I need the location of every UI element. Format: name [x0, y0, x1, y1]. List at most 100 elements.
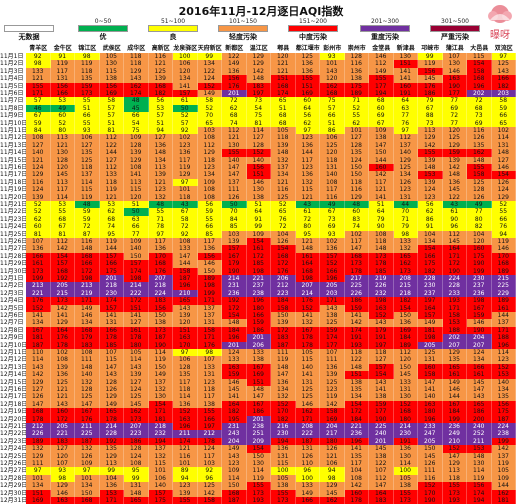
heatmap-cell: 221 [50, 430, 75, 438]
heatmap-cell: 105 [124, 349, 149, 357]
heatmap-cell: 134 [344, 393, 369, 401]
heatmap-cell: 196 [491, 341, 516, 349]
heatmap-cell: 50 [124, 208, 149, 216]
heatmap-cell: 99 [124, 474, 149, 483]
heatmap-cell: 240 [369, 430, 394, 438]
heatmap-cell: 69 [369, 112, 394, 120]
heatmap-cell: 127 [246, 134, 271, 142]
heatmap-cell: 52 [173, 112, 198, 120]
heatmap-cell: 77 [124, 230, 149, 238]
heatmap-cell: 71 [148, 215, 173, 224]
heatmap-cell: 80 [295, 223, 320, 231]
heatmap-cell: 119 [99, 238, 124, 246]
heatmap-cell: 143 [320, 67, 345, 76]
legend-swatch [148, 25, 198, 32]
heatmap-cell: 79 [393, 223, 418, 231]
heatmap-cell: 95 [99, 230, 124, 238]
heatmap-cell: 131 [320, 164, 345, 172]
heatmap-cell: 105 [99, 53, 124, 61]
heatmap-cell: 153 [418, 171, 443, 179]
heatmap-cell: 65 [491, 119, 516, 127]
heatmap-cell: 112 [393, 134, 418, 142]
heatmap-cell: 180 [393, 415, 418, 423]
heatmap-cell: 176 [222, 82, 247, 90]
heatmap-cell: 139 [222, 238, 247, 246]
heatmap-cell: 148 [467, 156, 492, 164]
heatmap-cell: 145 [393, 371, 418, 379]
heatmap-cell: 131 [393, 386, 418, 394]
heatmap-cell: 118 [369, 349, 394, 357]
heatmap-cell: 97 [75, 467, 100, 475]
heatmap-cell: 139 [148, 75, 173, 83]
column-header: 双流区 [494, 45, 513, 52]
heatmap-cell: 124 [124, 452, 149, 460]
heatmap-cell: 140 [418, 393, 443, 401]
heatmap-cell: 51 [124, 201, 149, 209]
heatmap-cell: 168 [75, 252, 100, 261]
heatmap-cell: 119 [173, 164, 198, 172]
heatmap-cell: 191 [393, 437, 418, 446]
heatmap-cell: 102 [50, 349, 75, 357]
heatmap-cell: 199 [26, 275, 51, 283]
heatmap-cell: 236 [222, 289, 247, 298]
row-label: 12月1日 [0, 275, 24, 282]
heatmap-cell: 129 [491, 193, 516, 201]
row-label: 12月5日 [0, 304, 24, 312]
heatmap-cell: 65 [271, 97, 296, 105]
heatmap-cell: 198 [197, 282, 222, 290]
heatmap-cell: 199 [491, 437, 516, 446]
heatmap-cell: 141 [26, 312, 51, 320]
heatmap-cell: 111 [75, 356, 100, 364]
heatmap-cell: 237 [467, 282, 492, 290]
heatmap-cell: 161 [467, 371, 492, 379]
heatmap-cell: 184 [393, 334, 418, 342]
heatmap-cell: 151 [393, 60, 418, 68]
heatmap-cell: 147 [418, 378, 443, 386]
heatmap-cell: 150 [393, 312, 418, 320]
column-header: 新津县 [396, 45, 415, 52]
legend-label: 良 [169, 33, 177, 41]
heatmap-cell: 115 [295, 186, 320, 194]
heatmap-cell: 129 [393, 156, 418, 164]
heatmap-cell: 114 [393, 460, 418, 468]
heatmap-cell: 123 [320, 386, 345, 394]
heatmap-cell: 121 [148, 178, 173, 187]
column-header: 锦江区 [78, 45, 97, 52]
row-label: 12月13日 [0, 363, 26, 371]
heatmap-cell: 81 [50, 230, 75, 238]
heatmap-cell: 195 [222, 415, 247, 423]
heatmap-cell: 56 [418, 201, 443, 209]
heatmap-cell: 236 [344, 430, 369, 438]
row-label: 11月2日 [0, 60, 24, 68]
heatmap-cell: 131 [295, 378, 320, 386]
heatmap-cell: 119 [246, 474, 271, 483]
heatmap-cell: 143 [173, 304, 198, 312]
heatmap-cell: 185 [369, 267, 394, 275]
heatmap-cell: 152 [271, 400, 296, 409]
heatmap-cell: 144 [99, 149, 124, 157]
heatmap-cell: 118 [369, 238, 394, 246]
heatmap-cell: 127 [124, 319, 149, 327]
heatmap-cell: 168 [491, 260, 516, 268]
heatmap-cell: 168 [148, 82, 173, 90]
heatmap-cell: 62 [222, 104, 247, 113]
heatmap-cell: 48 [344, 201, 369, 209]
heatmap-cell: 147 [271, 371, 296, 379]
heatmap-cell: 167 [295, 326, 320, 335]
heatmap-cell: 81 [246, 119, 271, 127]
heatmap-cell: 101 [320, 60, 345, 68]
heatmap-cell: 173 [442, 489, 467, 497]
heatmap-cell: 59 [491, 104, 516, 113]
heatmap-cell: 133 [173, 245, 198, 253]
heatmap-cell: 142 [50, 245, 75, 253]
heatmap-cell: 178 [295, 341, 320, 349]
heatmap-cell: 165 [124, 497, 149, 504]
heatmap-cell: 108 [26, 134, 51, 142]
heatmap-cell: 73 [418, 119, 443, 127]
heatmap-cell: 173 [124, 415, 149, 423]
heatmap-cell: 128 [124, 445, 149, 453]
heatmap-cell: 147 [222, 171, 247, 179]
heatmap-cell: 145 [50, 171, 75, 179]
heatmap-cell: 240 [467, 423, 492, 431]
heatmap-cell: 189 [393, 341, 418, 349]
